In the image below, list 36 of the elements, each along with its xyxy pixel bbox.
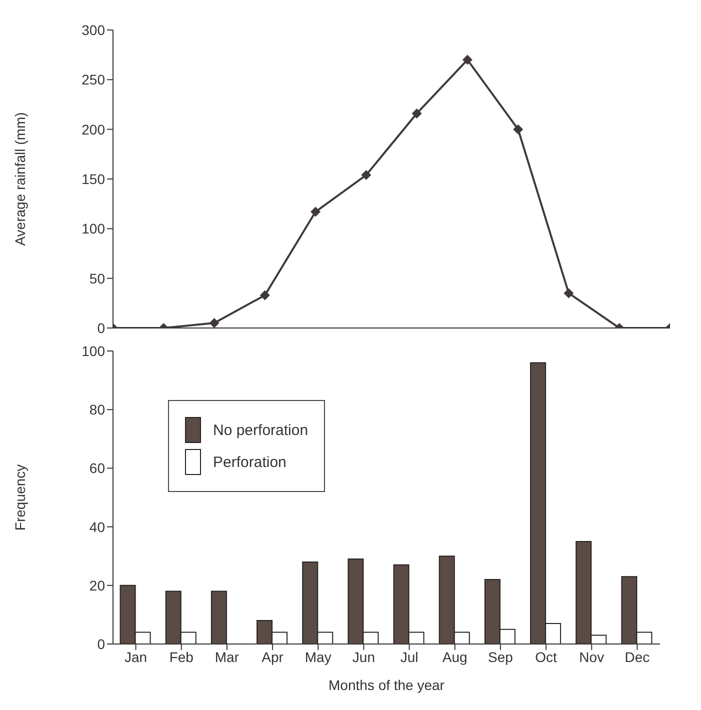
y-tick-label: 60	[89, 460, 106, 476]
y-tick-label: 100	[82, 220, 106, 237]
x-tick-label: Jun	[352, 648, 375, 665]
x-tick-label: Aug	[442, 648, 468, 665]
point	[513, 124, 524, 134]
legend-label: Perforation	[213, 454, 286, 470]
y-tick-label: 50	[89, 270, 106, 286]
x-tick-label: Nov	[579, 648, 604, 665]
point	[361, 170, 372, 180]
x-tick-label: Mar	[214, 648, 240, 665]
legend-label: No perforation	[213, 422, 308, 438]
y-axis-title: Frequency	[12, 464, 28, 531]
x-tick-label: Sep	[488, 648, 514, 665]
x-tick-label: Dec	[624, 648, 650, 665]
x-tick-label: Feb	[169, 648, 194, 665]
y-tick-label: 40	[89, 518, 106, 535]
y-tick-label: 0	[97, 636, 106, 652]
x-axis-title: Months of the year	[328, 676, 445, 693]
y-tick-label: 100	[82, 342, 106, 359]
y-tick-label: 300	[82, 22, 106, 38]
x-tick-label: Apr	[262, 648, 284, 665]
x-tick-label: Jan	[124, 648, 148, 665]
y-tick-label: 20	[89, 577, 106, 594]
y-tick-label: 200	[82, 121, 106, 138]
point	[412, 108, 422, 118]
x-tick-label: May	[304, 648, 332, 665]
y-tick-label: 250	[82, 72, 106, 88]
x-tick-label: Oct	[535, 648, 558, 665]
point	[462, 54, 472, 65]
y-tick-label: 80	[89, 402, 106, 418]
bar	[210, 590, 227, 644]
point	[310, 206, 321, 217]
y-tick-label: 0	[97, 320, 106, 336]
y-tick-label: 150	[82, 170, 106, 187]
y-axis-title: Average rainfall (mm)	[12, 112, 28, 246]
x-tick-label: Jul	[400, 648, 418, 665]
